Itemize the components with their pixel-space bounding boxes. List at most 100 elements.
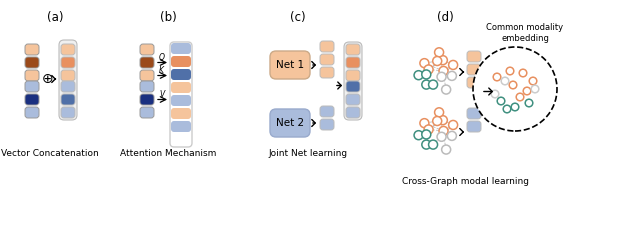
FancyBboxPatch shape bbox=[140, 107, 154, 118]
FancyBboxPatch shape bbox=[467, 108, 481, 119]
Circle shape bbox=[493, 73, 501, 81]
Text: $\oplus$: $\oplus$ bbox=[41, 72, 53, 86]
FancyBboxPatch shape bbox=[171, 121, 191, 132]
FancyBboxPatch shape bbox=[320, 106, 334, 117]
Circle shape bbox=[414, 131, 423, 140]
Circle shape bbox=[429, 80, 438, 89]
Text: V: V bbox=[159, 90, 164, 99]
FancyBboxPatch shape bbox=[270, 51, 310, 79]
Text: (b): (b) bbox=[159, 11, 177, 24]
Circle shape bbox=[497, 97, 505, 105]
FancyBboxPatch shape bbox=[140, 70, 154, 81]
Circle shape bbox=[435, 108, 444, 117]
Circle shape bbox=[435, 48, 444, 57]
Circle shape bbox=[447, 71, 456, 80]
FancyBboxPatch shape bbox=[61, 81, 75, 92]
Circle shape bbox=[437, 72, 446, 81]
FancyBboxPatch shape bbox=[320, 119, 334, 130]
Text: K: K bbox=[159, 65, 164, 74]
Circle shape bbox=[439, 66, 448, 75]
Circle shape bbox=[492, 90, 499, 98]
FancyBboxPatch shape bbox=[61, 70, 75, 81]
FancyBboxPatch shape bbox=[270, 109, 310, 137]
Text: Net 2: Net 2 bbox=[276, 118, 304, 128]
FancyBboxPatch shape bbox=[171, 43, 191, 54]
Circle shape bbox=[422, 130, 431, 139]
Circle shape bbox=[516, 93, 524, 101]
Text: (a): (a) bbox=[47, 11, 63, 24]
Text: Joint Net learning: Joint Net learning bbox=[268, 149, 348, 158]
FancyBboxPatch shape bbox=[346, 44, 360, 55]
FancyBboxPatch shape bbox=[25, 107, 39, 118]
Circle shape bbox=[424, 65, 433, 74]
Circle shape bbox=[438, 116, 447, 125]
Circle shape bbox=[442, 145, 451, 154]
FancyBboxPatch shape bbox=[346, 70, 360, 81]
Circle shape bbox=[525, 99, 532, 107]
FancyBboxPatch shape bbox=[61, 57, 75, 68]
FancyBboxPatch shape bbox=[171, 69, 191, 80]
FancyBboxPatch shape bbox=[140, 81, 154, 92]
Circle shape bbox=[422, 80, 431, 89]
FancyBboxPatch shape bbox=[25, 44, 39, 55]
Circle shape bbox=[420, 119, 429, 128]
Circle shape bbox=[424, 125, 433, 134]
Text: (d): (d) bbox=[436, 11, 453, 24]
Circle shape bbox=[433, 56, 442, 65]
Circle shape bbox=[442, 85, 451, 94]
Text: Cross-Graph modal learning: Cross-Graph modal learning bbox=[401, 177, 529, 186]
FancyBboxPatch shape bbox=[25, 81, 39, 92]
FancyBboxPatch shape bbox=[171, 95, 191, 106]
FancyBboxPatch shape bbox=[25, 94, 39, 105]
FancyBboxPatch shape bbox=[171, 82, 191, 93]
Circle shape bbox=[529, 77, 537, 85]
Circle shape bbox=[531, 85, 539, 93]
FancyBboxPatch shape bbox=[61, 94, 75, 105]
Circle shape bbox=[422, 140, 431, 149]
Circle shape bbox=[473, 47, 557, 131]
Circle shape bbox=[501, 77, 509, 85]
FancyBboxPatch shape bbox=[61, 107, 75, 118]
FancyBboxPatch shape bbox=[346, 57, 360, 68]
FancyBboxPatch shape bbox=[320, 54, 334, 65]
FancyBboxPatch shape bbox=[346, 94, 360, 105]
Circle shape bbox=[438, 56, 447, 65]
Text: Vector Concatenation: Vector Concatenation bbox=[1, 149, 99, 158]
Circle shape bbox=[447, 131, 456, 140]
FancyBboxPatch shape bbox=[171, 108, 191, 119]
Circle shape bbox=[509, 81, 517, 89]
FancyBboxPatch shape bbox=[346, 107, 360, 118]
FancyBboxPatch shape bbox=[25, 70, 39, 81]
FancyBboxPatch shape bbox=[140, 94, 154, 105]
Text: (c): (c) bbox=[290, 11, 306, 24]
Circle shape bbox=[449, 60, 458, 69]
FancyBboxPatch shape bbox=[467, 77, 481, 88]
FancyBboxPatch shape bbox=[140, 57, 154, 68]
FancyBboxPatch shape bbox=[467, 64, 481, 75]
Circle shape bbox=[420, 59, 429, 68]
Circle shape bbox=[519, 69, 527, 77]
Circle shape bbox=[439, 126, 448, 135]
FancyBboxPatch shape bbox=[171, 56, 191, 67]
Circle shape bbox=[414, 71, 423, 80]
FancyBboxPatch shape bbox=[320, 41, 334, 52]
Circle shape bbox=[437, 132, 446, 141]
Text: Q: Q bbox=[159, 53, 165, 61]
Circle shape bbox=[433, 117, 442, 126]
Text: Common modality
embedding: Common modality embedding bbox=[486, 23, 564, 43]
Circle shape bbox=[429, 140, 438, 149]
Circle shape bbox=[524, 87, 531, 95]
Circle shape bbox=[506, 67, 514, 75]
Circle shape bbox=[503, 105, 511, 113]
Circle shape bbox=[449, 120, 458, 129]
FancyBboxPatch shape bbox=[61, 44, 75, 55]
FancyBboxPatch shape bbox=[25, 57, 39, 68]
FancyBboxPatch shape bbox=[467, 51, 481, 62]
FancyBboxPatch shape bbox=[170, 42, 192, 147]
FancyBboxPatch shape bbox=[140, 44, 154, 55]
Circle shape bbox=[511, 103, 519, 111]
FancyBboxPatch shape bbox=[346, 81, 360, 92]
Text: Net 1: Net 1 bbox=[276, 60, 304, 70]
FancyBboxPatch shape bbox=[344, 42, 362, 120]
Text: Attention Mechanism: Attention Mechanism bbox=[120, 149, 216, 158]
